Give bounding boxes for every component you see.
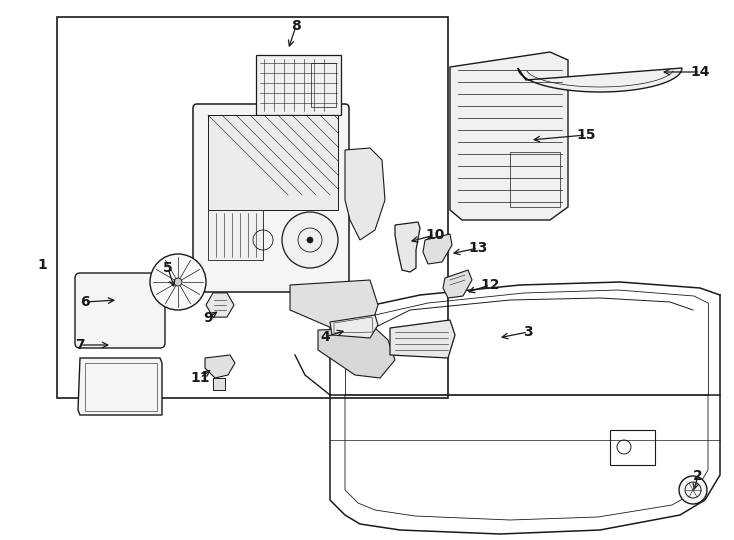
Text: 7: 7 (75, 338, 85, 352)
Circle shape (307, 237, 313, 243)
Polygon shape (256, 55, 341, 115)
Polygon shape (208, 115, 338, 210)
Polygon shape (330, 315, 378, 338)
Text: 12: 12 (480, 278, 500, 292)
Polygon shape (208, 210, 263, 260)
Polygon shape (271, 115, 296, 127)
Polygon shape (205, 355, 235, 378)
Polygon shape (423, 234, 452, 264)
Polygon shape (390, 320, 455, 358)
Polygon shape (206, 293, 234, 317)
Polygon shape (518, 68, 682, 92)
Circle shape (174, 278, 182, 286)
Text: 8: 8 (291, 19, 301, 33)
Text: 2: 2 (693, 469, 703, 483)
Text: 6: 6 (80, 295, 90, 309)
Polygon shape (213, 378, 225, 390)
Text: 9: 9 (203, 311, 213, 325)
Circle shape (679, 476, 707, 504)
Text: 1: 1 (37, 258, 47, 272)
Bar (610, 430, 655, 465)
Circle shape (150, 254, 206, 310)
Circle shape (282, 212, 338, 268)
FancyBboxPatch shape (75, 273, 165, 348)
Text: 10: 10 (425, 228, 445, 242)
Polygon shape (345, 148, 385, 240)
Polygon shape (450, 52, 568, 220)
FancyBboxPatch shape (193, 104, 349, 292)
Polygon shape (443, 270, 472, 298)
Text: 15: 15 (576, 128, 596, 142)
Text: 4: 4 (320, 330, 330, 344)
Polygon shape (395, 222, 420, 272)
Polygon shape (290, 280, 378, 338)
Text: 13: 13 (468, 241, 487, 255)
Polygon shape (318, 328, 395, 378)
Bar (57, 17, 448, 398)
Text: 5: 5 (163, 261, 173, 275)
Text: 11: 11 (190, 371, 210, 385)
Text: 3: 3 (523, 325, 533, 339)
Polygon shape (78, 358, 162, 415)
Text: 14: 14 (690, 65, 710, 79)
